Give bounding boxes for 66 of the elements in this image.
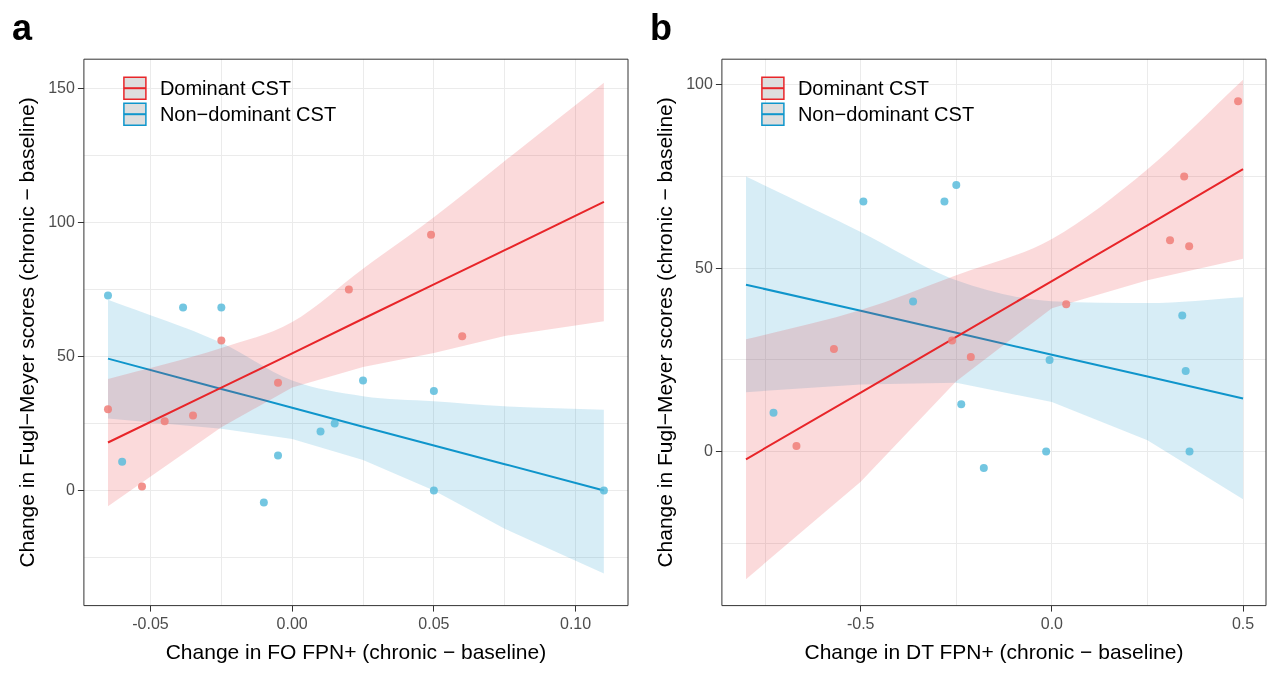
point — [1181, 366, 1190, 375]
point — [792, 442, 801, 451]
point — [1185, 447, 1194, 456]
point — [1185, 242, 1194, 251]
point — [458, 332, 467, 341]
point — [217, 336, 226, 345]
y-tick-label: 50 — [695, 258, 713, 276]
point — [427, 230, 436, 239]
y-axis-title: Change in Fugl−Meyer scores (chronic − baseline) — [653, 97, 677, 568]
point — [179, 303, 188, 312]
chart-title: a — [12, 6, 33, 48]
point — [359, 376, 368, 385]
y-tick-label: 0 — [65, 480, 75, 498]
point — [1166, 236, 1175, 245]
y-tick-label: 100 — [686, 75, 713, 93]
point — [909, 297, 918, 306]
point — [330, 419, 339, 428]
point — [274, 451, 283, 460]
point — [259, 498, 268, 507]
point — [769, 408, 778, 417]
x-tick-label: -0.05 — [132, 614, 169, 632]
point — [966, 352, 975, 361]
point — [1042, 447, 1051, 456]
y-axis-title: Change in Fugl−Meyer scores (chronic − baseline) — [15, 97, 39, 568]
point — [118, 457, 127, 466]
point — [274, 378, 283, 387]
y-tick-label: 0 — [703, 441, 713, 459]
point — [429, 387, 438, 396]
y-tick-label: 100 — [48, 212, 75, 230]
point — [189, 411, 197, 420]
x-tick-label: 0.00 — [276, 614, 308, 632]
point — [429, 486, 438, 495]
point — [829, 344, 838, 353]
point — [344, 285, 353, 294]
x-tick-label: 0.0 — [1040, 614, 1064, 632]
legend-label: Non−dominant CST — [797, 102, 975, 125]
x-tick-label: 0.10 — [560, 614, 592, 632]
point — [859, 197, 868, 206]
x-axis-title: Change in DT FPN+ (chronic − baseline) — [804, 640, 1184, 664]
point — [1234, 97, 1243, 106]
chart-title: b — [650, 6, 672, 48]
point — [979, 464, 988, 473]
y-tick-label: 50 — [57, 346, 75, 364]
point — [1062, 300, 1071, 309]
x-tick-label: 0.05 — [418, 614, 450, 632]
point — [948, 336, 957, 345]
legend-label: Dominant CST — [797, 76, 930, 99]
point — [137, 482, 146, 491]
y-tick-label: 150 — [48, 79, 75, 97]
point — [957, 400, 966, 409]
point — [1178, 311, 1187, 320]
legend-label: Non−dominant CST — [159, 102, 337, 125]
point — [217, 303, 226, 312]
x-tick-label: 0.5 — [1231, 614, 1255, 632]
point — [952, 180, 961, 189]
point — [1180, 172, 1189, 181]
point — [1045, 355, 1054, 364]
legend-label: Dominant CST — [159, 76, 292, 99]
point — [103, 405, 112, 414]
point — [103, 291, 112, 300]
x-tick-label: -0.5 — [846, 614, 875, 632]
point — [940, 197, 949, 206]
point — [160, 417, 169, 426]
x-axis-title: Change in FO FPN+ (chronic − baseline) — [165, 640, 547, 664]
point — [599, 486, 608, 495]
point — [316, 427, 325, 436]
